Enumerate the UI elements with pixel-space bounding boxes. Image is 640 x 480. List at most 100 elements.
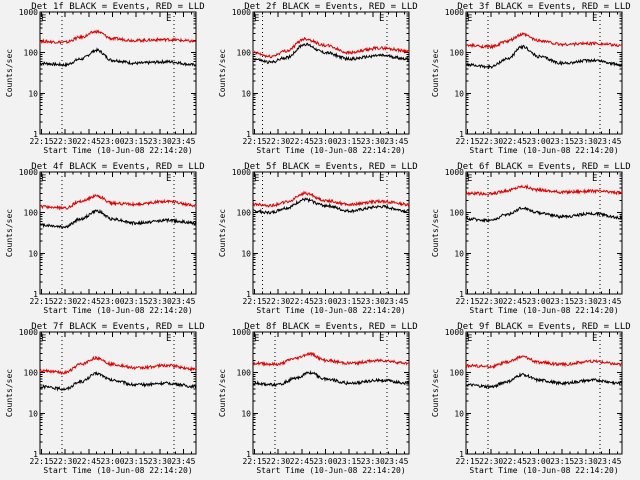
marker-label: E [41,334,46,344]
x-tick-label: 23:30 [361,137,385,146]
x-axis-label: Start Time (10-Jun-08 22:14:20) [469,146,618,155]
chart-panel-9: Det 9f BLACK = Events, RED = LLD 1 10 100 10… [431,322,631,475]
y-tick-label: 1000 [445,8,464,17]
x-tick-label: 22:45 [503,137,527,146]
y-tick-label: 100 [237,369,252,378]
y-axis-label: Counts/sec [5,209,14,257]
x-tick-label: 23:00 [526,137,550,146]
x-tick-label: 23:15 [124,137,148,146]
x-tick-label: 23:45 [384,457,408,466]
y-axis-label: Counts/sec [218,49,227,97]
chart-title: Det 1f BLACK = Events, RED = LLD [31,2,204,12]
y-tick-label: 1 [246,290,251,299]
x-axis-label: Start Time (10-Jun-08 22:14:20) [469,306,618,315]
lld-series-line [39,193,197,211]
x-tick-label: 23:00 [526,457,550,466]
y-axis-label: Counts/sec [431,49,440,97]
x-tick-label: 22:45 [290,297,314,306]
marker-label: E [592,334,597,344]
x-tick-label: 22:15 [30,457,54,466]
x-tick-label: 22:45 [503,457,527,466]
y-tick-label: 100 [450,49,465,58]
x-tick-label: 22:45 [290,457,314,466]
chart-title: Det 8f BLACK = Events, RED = LLD [244,322,417,332]
chart-panel-5: Det 5f BLACK = Events, RED = LLD 1 10 100 10… [218,162,418,315]
y-tick-label: 10 [241,409,251,418]
x-tick-label: 23:45 [597,137,621,146]
plot-frame [465,171,623,295]
y-tick-label: 10 [28,249,38,258]
x-tick-label: 23:00 [100,137,124,146]
chart-title: Det 5f BLACK = Events, RED = LLD [244,162,417,172]
y-tick-label: 100 [450,369,465,378]
x-tick-label: 23:30 [148,457,172,466]
x-tick-label: 22:30 [479,297,503,306]
x-tick-label: 23:30 [148,297,172,306]
chart-title: Det 6f BLACK = Events, RED = LLD [457,162,630,172]
x-tick-label: 23:45 [171,457,195,466]
y-axis-label: Counts/sec [218,209,227,257]
plot-frame [465,331,623,455]
events-series-line [252,369,410,387]
y-tick-label: 1 [246,130,251,139]
x-tick-label: 23:00 [313,137,337,146]
y-axis-label: Counts/sec [5,49,14,97]
x-tick-label: 22:15 [456,137,480,146]
x-axis-label: Start Time (10-Jun-08 22:14:20) [43,146,192,155]
y-tick-label: 1 [459,290,464,299]
x-tick-label: 22:45 [290,137,314,146]
lld-series-line [252,190,410,208]
events-series-line [39,47,197,68]
x-tick-label: 23:30 [148,137,172,146]
x-tick-label: 23:45 [384,297,408,306]
y-tick-label: 10 [241,249,251,258]
lld-series-line [465,354,623,370]
marker-label: E [166,334,171,344]
lld-series-line [252,36,410,59]
x-tick-label: 23:15 [550,137,574,146]
y-tick-label: 1000 [232,328,251,337]
lld-series-line [39,29,197,45]
x-axis-label: Start Time (10-Jun-08 22:14:20) [43,306,192,315]
x-axis-label: Start Time (10-Jun-08 22:14:20) [469,466,618,475]
marker-label: E [379,334,384,344]
x-tick-label: 22:30 [266,137,290,146]
x-axis-label: Start Time (10-Jun-08 22:14:20) [43,466,192,475]
marker-label: E [254,14,259,24]
y-tick-label: 1000 [19,168,38,177]
plot-frame [252,11,410,135]
y-tick-label: 1000 [232,8,251,17]
marker-label: E [379,14,384,24]
y-tick-label: 1 [33,290,38,299]
x-tick-label: 22:45 [77,457,101,466]
x-tick-label: 23:30 [574,137,598,146]
y-tick-label: 1 [33,130,38,139]
plot-frame [465,11,623,135]
x-tick-label: 23:15 [337,297,361,306]
x-tick-label: 23:45 [384,137,408,146]
x-tick-label: 23:15 [124,457,148,466]
y-tick-label: 1 [33,450,38,459]
x-tick-label: 23:45 [171,297,195,306]
events-series-line [465,372,623,390]
x-tick-label: 23:00 [313,297,337,306]
x-tick-label: 22:30 [53,297,77,306]
y-tick-label: 1000 [445,168,464,177]
chart-title: Det 7f BLACK = Events, RED = LLD [31,322,204,332]
y-tick-label: 10 [28,89,38,98]
events-series-line [465,206,623,223]
x-tick-label: 23:15 [550,297,574,306]
marker-label: E [254,334,259,344]
x-tick-label: 23:15 [337,457,361,466]
x-axis-label: Start Time (10-Jun-08 22:14:20) [256,466,405,475]
x-tick-label: 23:45 [597,297,621,306]
x-tick-label: 23:45 [597,457,621,466]
x-axis-label: Start Time (10-Jun-08 22:14:20) [256,306,405,315]
x-tick-label: 22:45 [503,297,527,306]
x-tick-label: 22:15 [243,137,267,146]
marker-label: E [41,174,46,184]
chart-panel-3: Det 3f BLACK = Events, RED = LLD 1 10 100 10… [431,2,631,155]
x-tick-label: 22:15 [243,297,267,306]
x-tick-label: 23:30 [361,457,385,466]
y-tick-label: 1 [246,450,251,459]
